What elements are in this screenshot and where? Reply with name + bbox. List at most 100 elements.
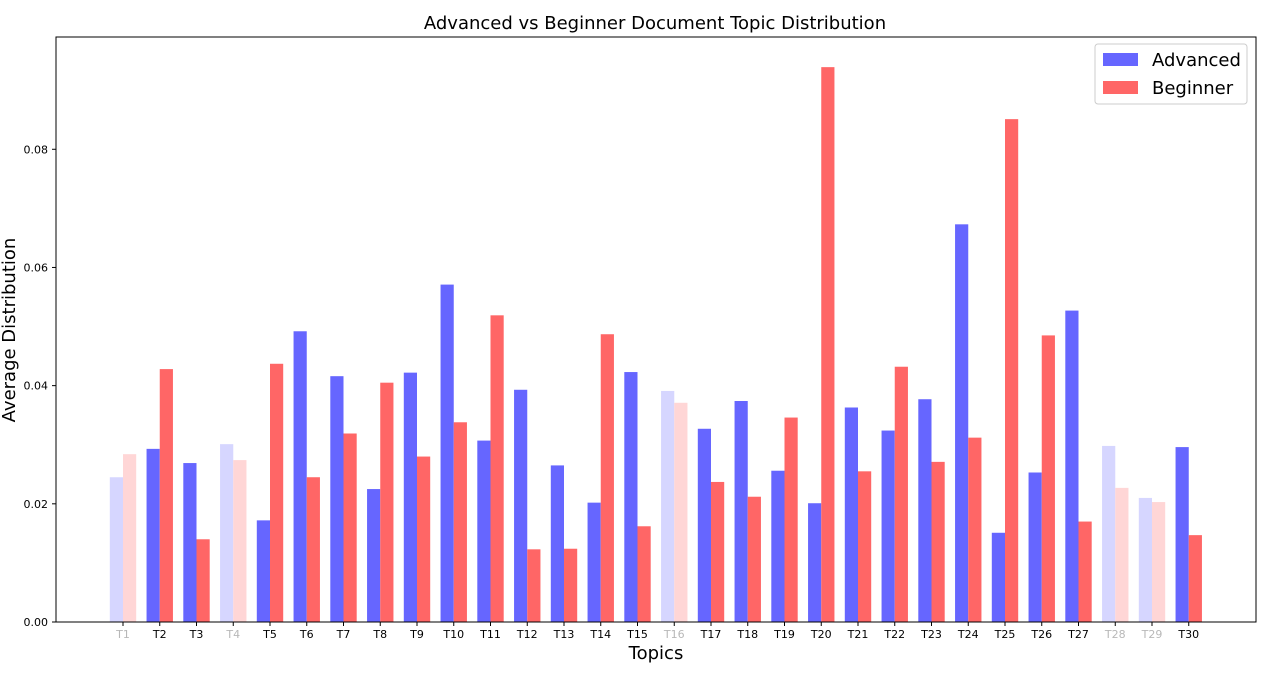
bar-advanced-t13 — [550, 465, 564, 622]
bar-advanced-t25 — [991, 532, 1005, 622]
legend-label-advanced: Advanced — [1152, 50, 1241, 71]
bar-beginner-t19 — [784, 417, 798, 622]
x-tick-label-t5: T5 — [262, 628, 277, 641]
x-tick-label-t20: T20 — [810, 628, 832, 641]
y-tick-label-4: 0.08 — [24, 143, 49, 156]
bar-advanced-t12 — [514, 389, 528, 622]
bar-beginner-t20 — [821, 67, 835, 622]
x-tick-label-t23: T23 — [920, 628, 942, 641]
x-tick-label-t29: T29 — [1141, 628, 1163, 641]
bar-advanced-t3 — [183, 463, 197, 622]
bars-layer — [109, 67, 1202, 622]
x-tick-label-t24: T24 — [957, 628, 979, 641]
bar-beginner-t26 — [1041, 335, 1055, 622]
bar-advanced-t15 — [624, 372, 638, 622]
x-tick-label-t19: T19 — [773, 628, 795, 641]
x-tick-label-t9: T9 — [409, 628, 424, 641]
x-tick-label-t16: T16 — [663, 628, 685, 641]
bar-advanced-t14 — [587, 502, 601, 622]
bar-advanced-t5 — [256, 520, 270, 622]
bar-beginner-t1 — [123, 454, 137, 622]
bar-advanced-t16 — [661, 390, 675, 622]
x-tick-label-t14: T14 — [589, 628, 611, 641]
bar-beginner-t15 — [637, 526, 651, 622]
x-tick-label-t27: T27 — [1067, 628, 1089, 641]
bar-advanced-t9 — [403, 372, 417, 622]
bar-advanced-t22 — [881, 430, 895, 622]
bar-beginner-t29 — [1152, 502, 1166, 622]
x-tick-label-t11: T11 — [479, 628, 501, 641]
bar-advanced-t18 — [734, 401, 748, 622]
y-axis: 0.00 0.02 0.04 0.06 0.08 — [24, 143, 56, 629]
bar-beginner-t2 — [159, 369, 173, 622]
x-tick-label-t25: T25 — [994, 628, 1016, 641]
x-tick-label-t7: T7 — [336, 628, 351, 641]
bar-beginner-t16 — [674, 402, 688, 622]
legend-swatch-beginner — [1103, 81, 1138, 94]
bar-beginner-t30 — [1188, 535, 1202, 622]
bar-beginner-t6 — [306, 477, 320, 622]
plot-area — [55, 36, 1257, 623]
x-tick-label-t15: T15 — [626, 628, 648, 641]
bar-advanced-t21 — [844, 407, 858, 622]
bar-beginner-t18 — [747, 496, 761, 622]
legend: Advanced Beginner — [1094, 43, 1248, 105]
x-tick-label-t1: T1 — [115, 628, 130, 641]
bar-advanced-t17 — [697, 428, 711, 622]
chart-title: Advanced vs Beginner Document Topic Dist… — [424, 13, 886, 34]
bar-advanced-t23 — [918, 399, 932, 622]
bar-advanced-t11 — [477, 440, 491, 622]
y-tick-label-0: 0.00 — [24, 616, 49, 629]
bar-beginner-t12 — [527, 549, 541, 622]
bar-advanced-t7 — [330, 376, 344, 622]
bar-advanced-t26 — [1028, 472, 1042, 622]
x-tick-label-t22: T22 — [883, 628, 905, 641]
bar-beginner-t23 — [931, 461, 945, 622]
bar-advanced-t29 — [1138, 497, 1152, 622]
bar-advanced-t2 — [146, 448, 160, 622]
bar-beginner-t27 — [1078, 521, 1092, 622]
bar-advanced-t24 — [955, 224, 969, 622]
bar-beginner-t4 — [233, 460, 247, 622]
x-tick-label-t30: T30 — [1177, 628, 1199, 641]
bar-beginner-t24 — [968, 437, 982, 622]
x-tick-label-t8: T8 — [372, 628, 387, 641]
x-tick-label-t2: T2 — [152, 628, 167, 641]
x-tick-label-t28: T28 — [1104, 628, 1126, 641]
bar-advanced-t30 — [1175, 447, 1189, 622]
bar-advanced-t19 — [771, 470, 785, 622]
x-tick-label-t4: T4 — [225, 628, 240, 641]
x-tick-label-t10: T10 — [442, 628, 464, 641]
bar-beginner-t8 — [380, 382, 394, 622]
bar-beginner-t14 — [600, 334, 614, 622]
bar-advanced-t27 — [1065, 310, 1079, 622]
bar-beginner-t5 — [270, 363, 284, 622]
bar-beginner-t3 — [196, 539, 210, 622]
x-tick-label-t3: T3 — [189, 628, 204, 641]
x-tick-label-t21: T21 — [847, 628, 869, 641]
legend-swatch-advanced — [1103, 53, 1138, 66]
x-tick-label-t12: T12 — [516, 628, 538, 641]
plot-frame — [55, 36, 1257, 623]
bar-beginner-t10 — [453, 422, 467, 622]
x-tick-label-t6: T6 — [299, 628, 314, 641]
bar-advanced-t8 — [367, 489, 381, 622]
legend-label-beginner: Beginner — [1152, 78, 1234, 99]
bar-advanced-t20 — [808, 503, 822, 622]
bar-beginner-t7 — [343, 433, 357, 622]
y-axis-label: Average Distribution — [0, 238, 20, 423]
bar-beginner-t21 — [858, 471, 872, 622]
bar-beginner-t25 — [1005, 119, 1019, 622]
bar-beginner-t22 — [894, 366, 908, 622]
bar-beginner-t13 — [564, 548, 578, 622]
x-axis: T1 T2 T3 T4 T5 T6 T7 T8 T9 T10 T11 T12 T13 T14 T15 T16 T… — [115, 622, 1199, 641]
x-tick-label-t13: T13 — [553, 628, 575, 641]
bar-beginner-t28 — [1115, 487, 1129, 622]
bar-advanced-t28 — [1102, 445, 1116, 622]
bar-advanced-t6 — [293, 331, 307, 622]
x-axis-label: Topics — [628, 643, 684, 664]
bar-advanced-t10 — [440, 284, 454, 622]
bar-beginner-t17 — [711, 481, 725, 622]
y-tick-label-2: 0.04 — [24, 380, 49, 393]
